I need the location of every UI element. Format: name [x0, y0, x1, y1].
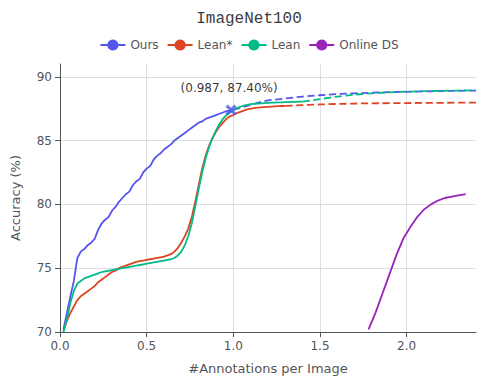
svg-text:ImageNet100: ImageNet100	[196, 10, 302, 28]
svg-text:1.0: 1.0	[224, 339, 243, 353]
svg-text:70: 70	[37, 325, 52, 339]
svg-text:Accuracy (%): Accuracy (%)	[8, 155, 23, 241]
svg-text:80: 80	[37, 197, 52, 211]
svg-text:0.0: 0.0	[50, 339, 69, 353]
svg-text:0.5: 0.5	[137, 339, 156, 353]
svg-text:#Annotations per Image: #Annotations per Image	[188, 361, 348, 376]
svg-text:Lean*: Lean*	[198, 38, 233, 52]
svg-text:85: 85	[37, 134, 52, 148]
svg-text:90: 90	[37, 70, 52, 84]
svg-text:1.5: 1.5	[310, 339, 329, 353]
svg-text:(0.987, 87.40%): (0.987, 87.40%)	[181, 81, 278, 95]
svg-text:Ours: Ours	[130, 38, 158, 52]
svg-text:Lean: Lean	[271, 38, 300, 52]
svg-text:2.0: 2.0	[397, 339, 416, 353]
svg-text:Online DS: Online DS	[339, 38, 398, 52]
svg-text:75: 75	[37, 261, 52, 275]
